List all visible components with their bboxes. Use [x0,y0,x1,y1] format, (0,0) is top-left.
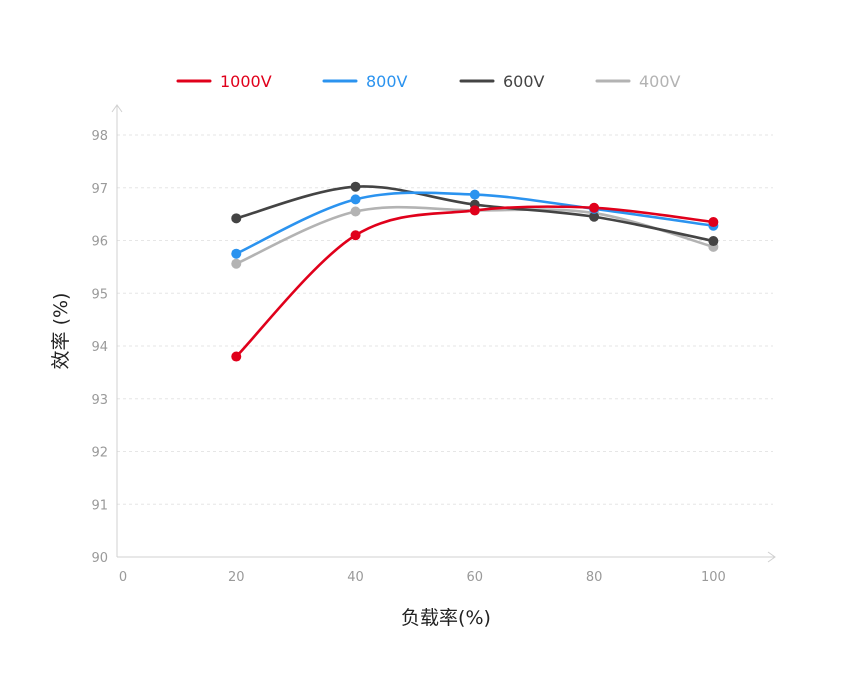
x-tick-label: 40 [347,570,364,585]
x-tick-label: 80 [586,570,603,585]
x-axis-arrow-icon [767,551,776,563]
axes [111,104,776,563]
series-points [231,181,719,362]
legend-item-800v: 800V [322,72,408,91]
legend-label: 400V [639,72,681,91]
x-tick-label: 20 [228,570,245,585]
legend-label: 1000V [220,72,272,91]
legend-item-600v: 600V [459,72,545,91]
y-tick-label: 91 [91,498,108,513]
x-tick-label: 60 [467,570,484,585]
data-point-800v [469,189,480,200]
y-axis-arrow-icon [111,104,123,113]
y-tick-label: 95 [91,287,108,302]
data-point-1000v [350,230,361,241]
legend: 1000V 800V 600V 400V [176,72,681,91]
y-tick-label: 94 [91,340,108,355]
data-point-1000v [589,202,600,213]
y-tick-label: 93 [91,393,108,408]
data-point-1000v [231,351,242,362]
data-point-600v [708,236,719,247]
data-point-800v [231,248,242,259]
y-axis-title: 效率 (%) [50,293,72,370]
x-tick-label: 0 [119,570,127,585]
y-tick-label: 90 [91,551,108,566]
data-point-400v [231,258,242,269]
data-point-600v [350,181,361,192]
legend-label: 600V [503,72,545,91]
data-point-1000v [469,205,480,216]
y-tick-label: 98 [91,129,108,144]
legend-item-400v: 400V [595,72,681,91]
data-point-600v [231,213,242,224]
grid-lines [117,134,773,505]
x-tick-label: 100 [701,570,726,585]
y-tick-label: 92 [91,446,108,461]
tick-labels: 90 91 92 93 94 95 96 97 98 0 20 40 60 80 100 [91,129,725,585]
data-point-400v [350,206,361,217]
legend-item-1000v: 1000V [176,72,272,91]
y-tick-label: 97 [91,182,108,197]
data-point-600v [589,211,600,222]
data-point-1000v [708,217,719,228]
y-tick-label: 96 [91,235,108,250]
legend-label: 800V [366,72,408,91]
series-line-1000v [234,205,715,358]
data-point-800v [350,194,361,205]
x-axis-title: 负载率(%) [401,607,491,629]
